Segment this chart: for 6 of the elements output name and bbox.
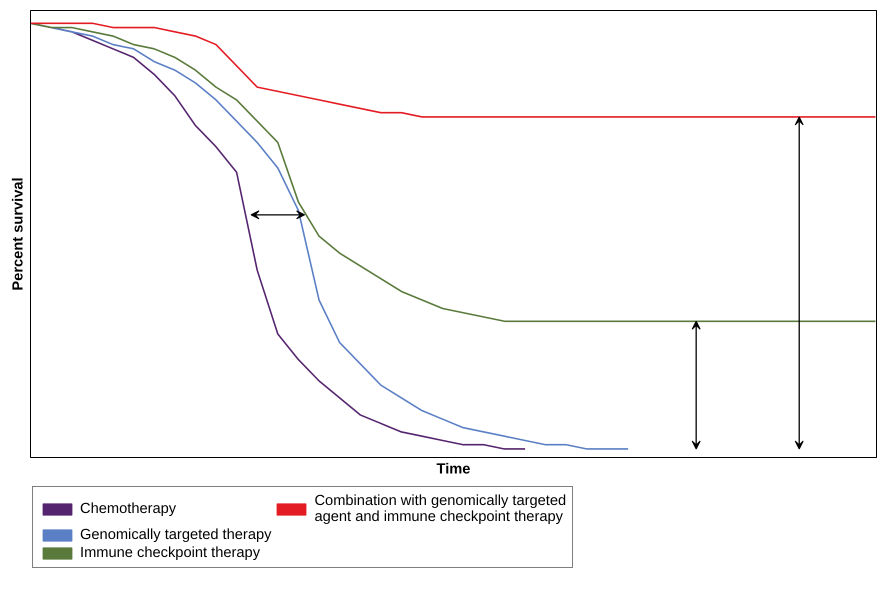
legend-label: Immune checkpoint therapy xyxy=(80,545,260,561)
x-axis-title: Time xyxy=(436,462,470,478)
legend-label: Chemotherapy xyxy=(80,501,176,517)
legend-label: Combination with genomically targeted agent and immune checkpoint therapy xyxy=(314,493,566,525)
y-axis-title: Percent survival xyxy=(10,177,26,291)
legend-label: Genomically targeted therapy xyxy=(80,527,272,543)
